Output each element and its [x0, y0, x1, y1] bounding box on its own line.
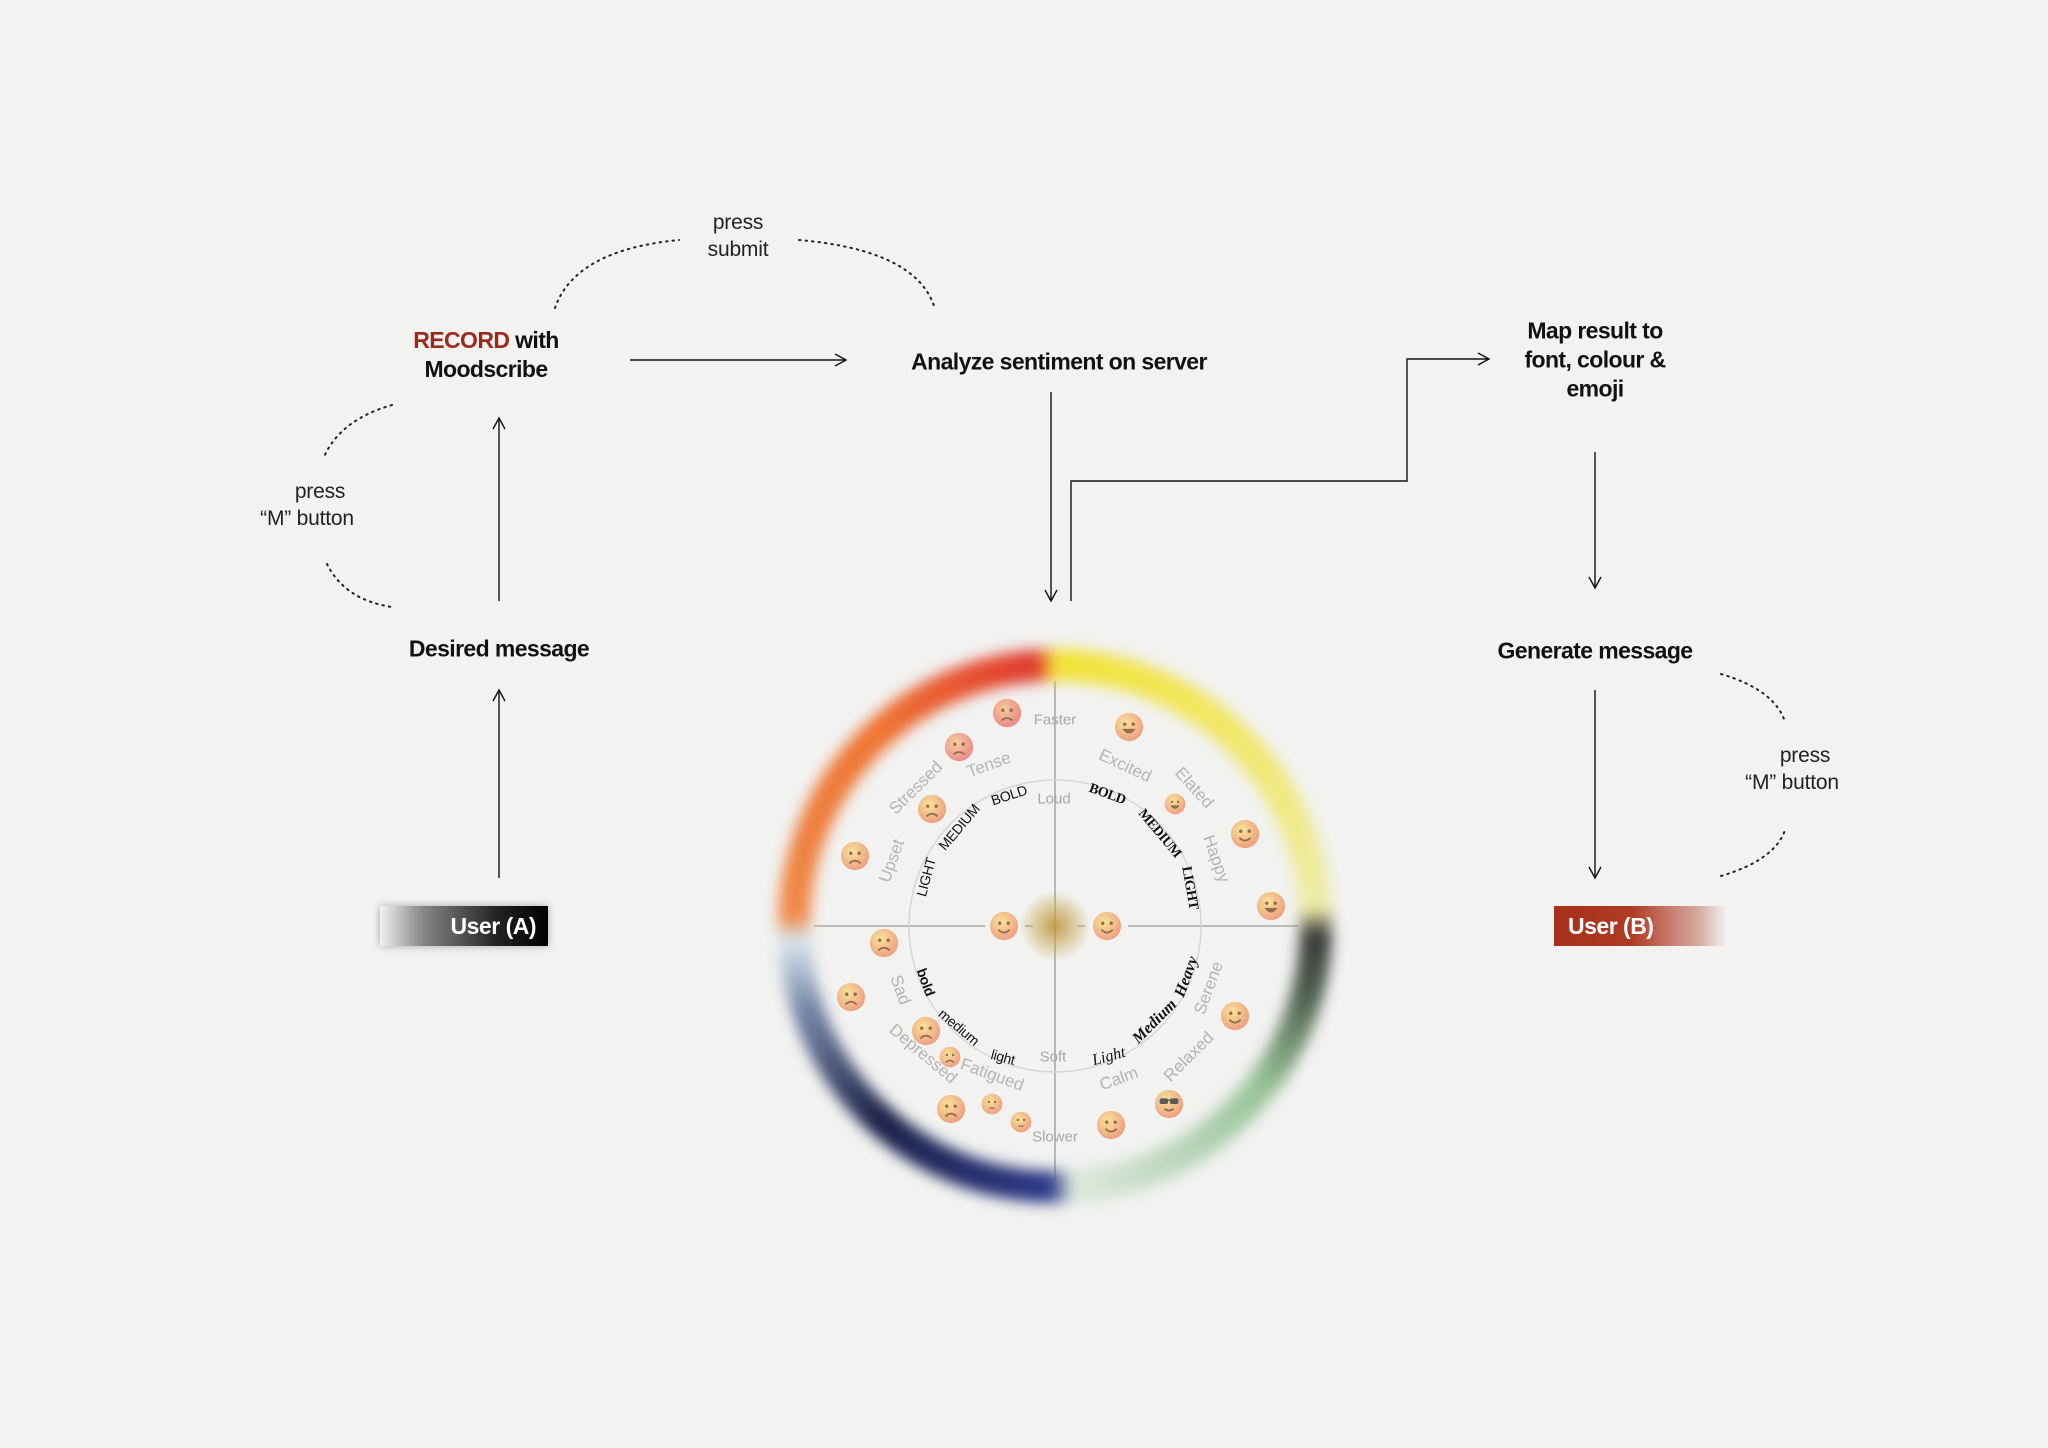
- note-line: submit: [707, 238, 769, 261]
- axis-faster: Faster: [1033, 711, 1077, 729]
- sunglasses-face-icon: [1154, 1089, 1184, 1119]
- angry-face-icon: [944, 732, 974, 762]
- record-node: RECORD with Moodscribe: [413, 326, 559, 384]
- analyze-node: Analyze sentiment on server: [911, 348, 1207, 375]
- arrow-wheel-to-map: [1070, 352, 1491, 601]
- map-line: emoji: [1566, 375, 1624, 402]
- relieved-face-icon: [1096, 1110, 1126, 1140]
- partying-face-icon: [1230, 819, 1260, 849]
- desired-message-node: Desired message: [408, 635, 590, 662]
- record-highlight: RECORD: [413, 327, 510, 353]
- slightly-smiling-face-icon: [989, 911, 1019, 941]
- grinning-face-icon: [1256, 891, 1286, 921]
- press-m-left-note: press “M” button: [260, 478, 354, 532]
- yawning-face-icon: [981, 1093, 1003, 1115]
- joy-face-icon: [1164, 793, 1186, 815]
- note-line: “M” button: [260, 507, 354, 530]
- user-a-badge: User (A): [380, 906, 548, 946]
- blush-face-icon: [1092, 911, 1122, 941]
- axis-soft: Soft: [1039, 1048, 1067, 1066]
- downcast-sweat-face-icon: [939, 1046, 961, 1068]
- map-line: Map result to: [1527, 317, 1663, 344]
- record-with: with: [509, 327, 559, 353]
- press-submit-note: press submit: [708, 209, 769, 263]
- worried-face-icon: [840, 841, 870, 871]
- map-node: Map result to font, colour & emoji: [1524, 317, 1666, 404]
- smiling-eyes-face-icon: [1220, 1001, 1250, 1031]
- disappointed-face-icon: [936, 1094, 966, 1124]
- zany-face-icon: [1114, 712, 1144, 742]
- crying-face-icon: [836, 982, 866, 1012]
- wheel-center: [1020, 891, 1090, 961]
- note-line: press: [1779, 744, 1831, 767]
- user-b-badge: User (B): [1554, 906, 1726, 946]
- note-line: press: [294, 480, 346, 503]
- tired-face-icon: [911, 1016, 941, 1046]
- dotted-arcs: [323, 239, 1786, 877]
- record-moodscribe: Moodscribe: [424, 356, 548, 382]
- sleeping-face-icon: [1010, 1111, 1032, 1133]
- cursing-face-icon: [992, 698, 1022, 728]
- axis-slower: Slower: [1032, 1128, 1078, 1146]
- press-m-right-note: press “M” button: [1745, 742, 1839, 796]
- axis-loud: Loud: [1037, 790, 1071, 808]
- map-line: font, colour &: [1524, 346, 1666, 373]
- loudly-crying-face-icon: [869, 928, 899, 958]
- note-line: “M” button: [1745, 771, 1839, 794]
- note-line: press: [712, 211, 764, 234]
- triumph-face-icon: [917, 794, 947, 824]
- generate-message-node: Generate message: [1497, 637, 1694, 664]
